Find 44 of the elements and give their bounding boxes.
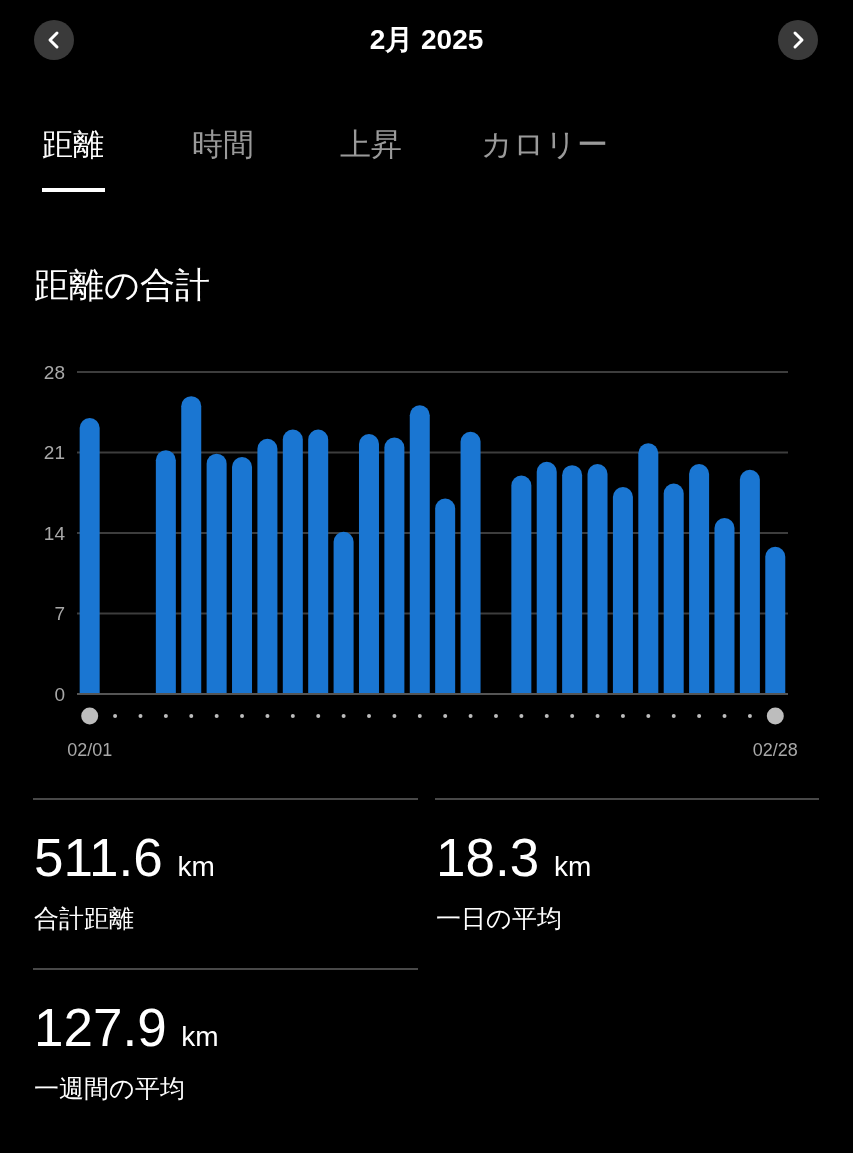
- bar: [409, 405, 430, 694]
- text: 一週間の平均: [34, 1073, 185, 1104]
- bar: [612, 487, 633, 694]
- x-tick-label: 02/01: [67, 740, 113, 760]
- text: 距離: [42, 126, 104, 164]
- text: 時間: [192, 126, 254, 164]
- text: 511.6 km: [34, 828, 215, 888]
- bar: [714, 518, 735, 694]
- bar: [460, 431, 481, 694]
- text: 一日の平均: [436, 903, 562, 934]
- bar: [765, 546, 786, 694]
- y-tick-label: 14: [43, 522, 66, 544]
- chart-title: 距離の合計: [34, 264, 210, 306]
- bar: [282, 429, 303, 694]
- text: 18.3 km: [436, 828, 592, 888]
- bar: [257, 438, 278, 694]
- bar: [333, 531, 354, 694]
- text: カロリー: [481, 126, 608, 164]
- text: 127.9 km: [34, 998, 219, 1058]
- text: 合計距離: [34, 903, 134, 934]
- bar: [536, 461, 557, 694]
- y-tick-label: 28: [43, 361, 65, 383]
- x-tick-label: 02/28: [752, 740, 798, 760]
- bar: [206, 453, 227, 694]
- bar: [358, 434, 379, 694]
- bar: [435, 498, 456, 694]
- bar: [79, 418, 100, 694]
- bar: [663, 483, 684, 694]
- bar: [181, 396, 202, 694]
- bar: [384, 437, 405, 694]
- text: 上昇: [340, 126, 402, 164]
- text: 2月 2025: [368, 23, 485, 57]
- y-tick-label: 21: [43, 442, 65, 463]
- bar: [511, 475, 532, 694]
- bar: [739, 469, 760, 694]
- bar: [638, 443, 659, 694]
- bar: [232, 457, 253, 694]
- bar: [308, 429, 329, 694]
- y-tick-label: 7: [54, 603, 65, 624]
- bar: [587, 464, 608, 694]
- bar: [689, 464, 710, 694]
- bar: [155, 450, 176, 694]
- y-tick-label: 0: [54, 683, 65, 705]
- bar: [562, 465, 583, 694]
